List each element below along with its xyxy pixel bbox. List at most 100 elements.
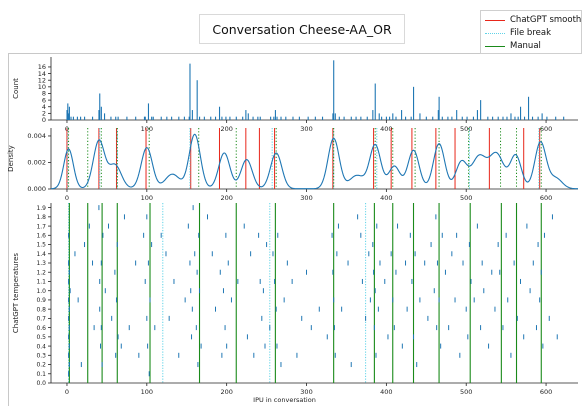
- count-bar: [229, 116, 231, 120]
- y-tick-label: 0.000: [27, 185, 46, 193]
- count-bar: [524, 116, 526, 120]
- count-bar: [506, 116, 508, 120]
- count-bar: [395, 116, 397, 120]
- count-bar: [84, 116, 86, 120]
- figure-frame: [8, 53, 582, 406]
- count-bar: [103, 113, 106, 120]
- count-bar: [563, 116, 565, 120]
- y-tick-label: 0.4: [36, 343, 46, 350]
- count-bar: [472, 116, 474, 120]
- count-bar: [245, 110, 247, 120]
- count-bar: [214, 116, 217, 120]
- count-bar: [147, 103, 150, 120]
- count-bar: [152, 116, 154, 120]
- count-bar: [461, 116, 463, 120]
- count-bar: [338, 116, 340, 120]
- y-tick-label: 8: [42, 90, 46, 98]
- count-bar: [546, 116, 548, 120]
- x-tick-label: 400: [380, 388, 392, 396]
- count-bar: [292, 116, 294, 120]
- x-tick-label: 500: [460, 388, 472, 396]
- count-bar: [447, 116, 449, 120]
- y-tick-label: 0.7: [36, 316, 46, 323]
- count-bar: [334, 113, 336, 120]
- count-bar: [252, 116, 254, 120]
- x-axis-label: IPU in conversation: [253, 396, 316, 404]
- count-bar: [531, 116, 534, 120]
- x-tick-label: 600: [540, 194, 552, 202]
- count-bar: [203, 116, 205, 120]
- count-bar: [126, 116, 128, 120]
- y-tick-label: 1.9: [36, 205, 46, 212]
- count-bar: [274, 110, 276, 120]
- y-tick-label: 0.5: [36, 334, 46, 341]
- count-bar: [401, 110, 403, 120]
- y-tick-label: 14: [38, 70, 46, 78]
- chart-legend: ChatGPT smoothed File break Manual: [480, 10, 582, 54]
- y-tick-label: 0.002: [27, 159, 46, 167]
- count-bar: [502, 116, 504, 120]
- count-bar: [510, 113, 512, 120]
- count-bar: [333, 60, 335, 120]
- legend-swatch-chatgpt-smoothed: [485, 19, 505, 21]
- count-bar: [441, 116, 443, 120]
- count-bar: [273, 116, 275, 120]
- count-bar: [385, 116, 387, 120]
- count-bar: [92, 116, 94, 120]
- count-bar: [67, 103, 69, 120]
- y-tick-label: 4: [42, 103, 46, 111]
- count-bar: [80, 116, 82, 120]
- count-bar: [143, 116, 146, 120]
- x-tick-label: 600: [540, 388, 552, 396]
- y-tick-label: 0.1: [36, 371, 46, 378]
- count-bar: [178, 116, 180, 120]
- count-bar: [196, 80, 198, 120]
- legend-label-chatgpt-smoothed: ChatGPT smoothed: [510, 15, 582, 25]
- x-tick-label: 200: [220, 194, 232, 202]
- count-panel: 01002003004005006000246810121416Count: [12, 57, 578, 133]
- x-tick-label: 500: [460, 125, 472, 133]
- count-bar: [160, 116, 162, 120]
- count-bar: [70, 116, 72, 120]
- y-tick-label: 12: [38, 76, 46, 84]
- count-bar: [280, 116, 282, 120]
- count-bar: [438, 96, 440, 120]
- y-tick-label: 0.9: [36, 297, 46, 304]
- count-bar: [270, 116, 272, 120]
- count-bar: [259, 116, 261, 120]
- legend-entry-manual: Manual: [485, 40, 541, 52]
- count-bar: [378, 113, 380, 120]
- y-tick-label: 1.6: [36, 233, 46, 240]
- count-bar: [432, 116, 434, 120]
- count-bar: [307, 116, 309, 120]
- count-bar: [413, 86, 415, 120]
- count-bar: [517, 116, 519, 120]
- y-tick-label: 0.6: [36, 325, 46, 332]
- count-bar: [151, 116, 153, 120]
- count-bar: [183, 116, 185, 120]
- count-bar: [257, 116, 259, 120]
- count-bar: [372, 110, 374, 120]
- count-bar: [520, 106, 522, 120]
- legend-label-manual: Manual: [510, 41, 541, 51]
- legend-swatch-file-break: [485, 32, 505, 34]
- count-bar: [514, 116, 516, 120]
- count-bar: [537, 116, 539, 120]
- count-bar: [437, 110, 439, 120]
- y-axis-label: Density: [7, 145, 15, 172]
- count-bar: [314, 116, 316, 120]
- count-bar: [285, 116, 287, 120]
- count-bar: [221, 116, 223, 120]
- count-bar: [392, 113, 394, 120]
- legend-entry-file-break: File break: [485, 27, 551, 39]
- x-tick-label: 300: [300, 388, 312, 396]
- y-axis-label: ChatGPT temperatures: [12, 253, 20, 334]
- count-bar: [199, 116, 201, 120]
- count-bar: [497, 116, 499, 120]
- y-axis-label: Count: [12, 78, 20, 99]
- count-bar: [66, 110, 68, 120]
- count-bar: [171, 116, 173, 120]
- x-tick-label: 300: [300, 194, 312, 202]
- window-title: Conversation Cheese-AA_OR: [199, 14, 405, 44]
- count-bar: [405, 116, 407, 120]
